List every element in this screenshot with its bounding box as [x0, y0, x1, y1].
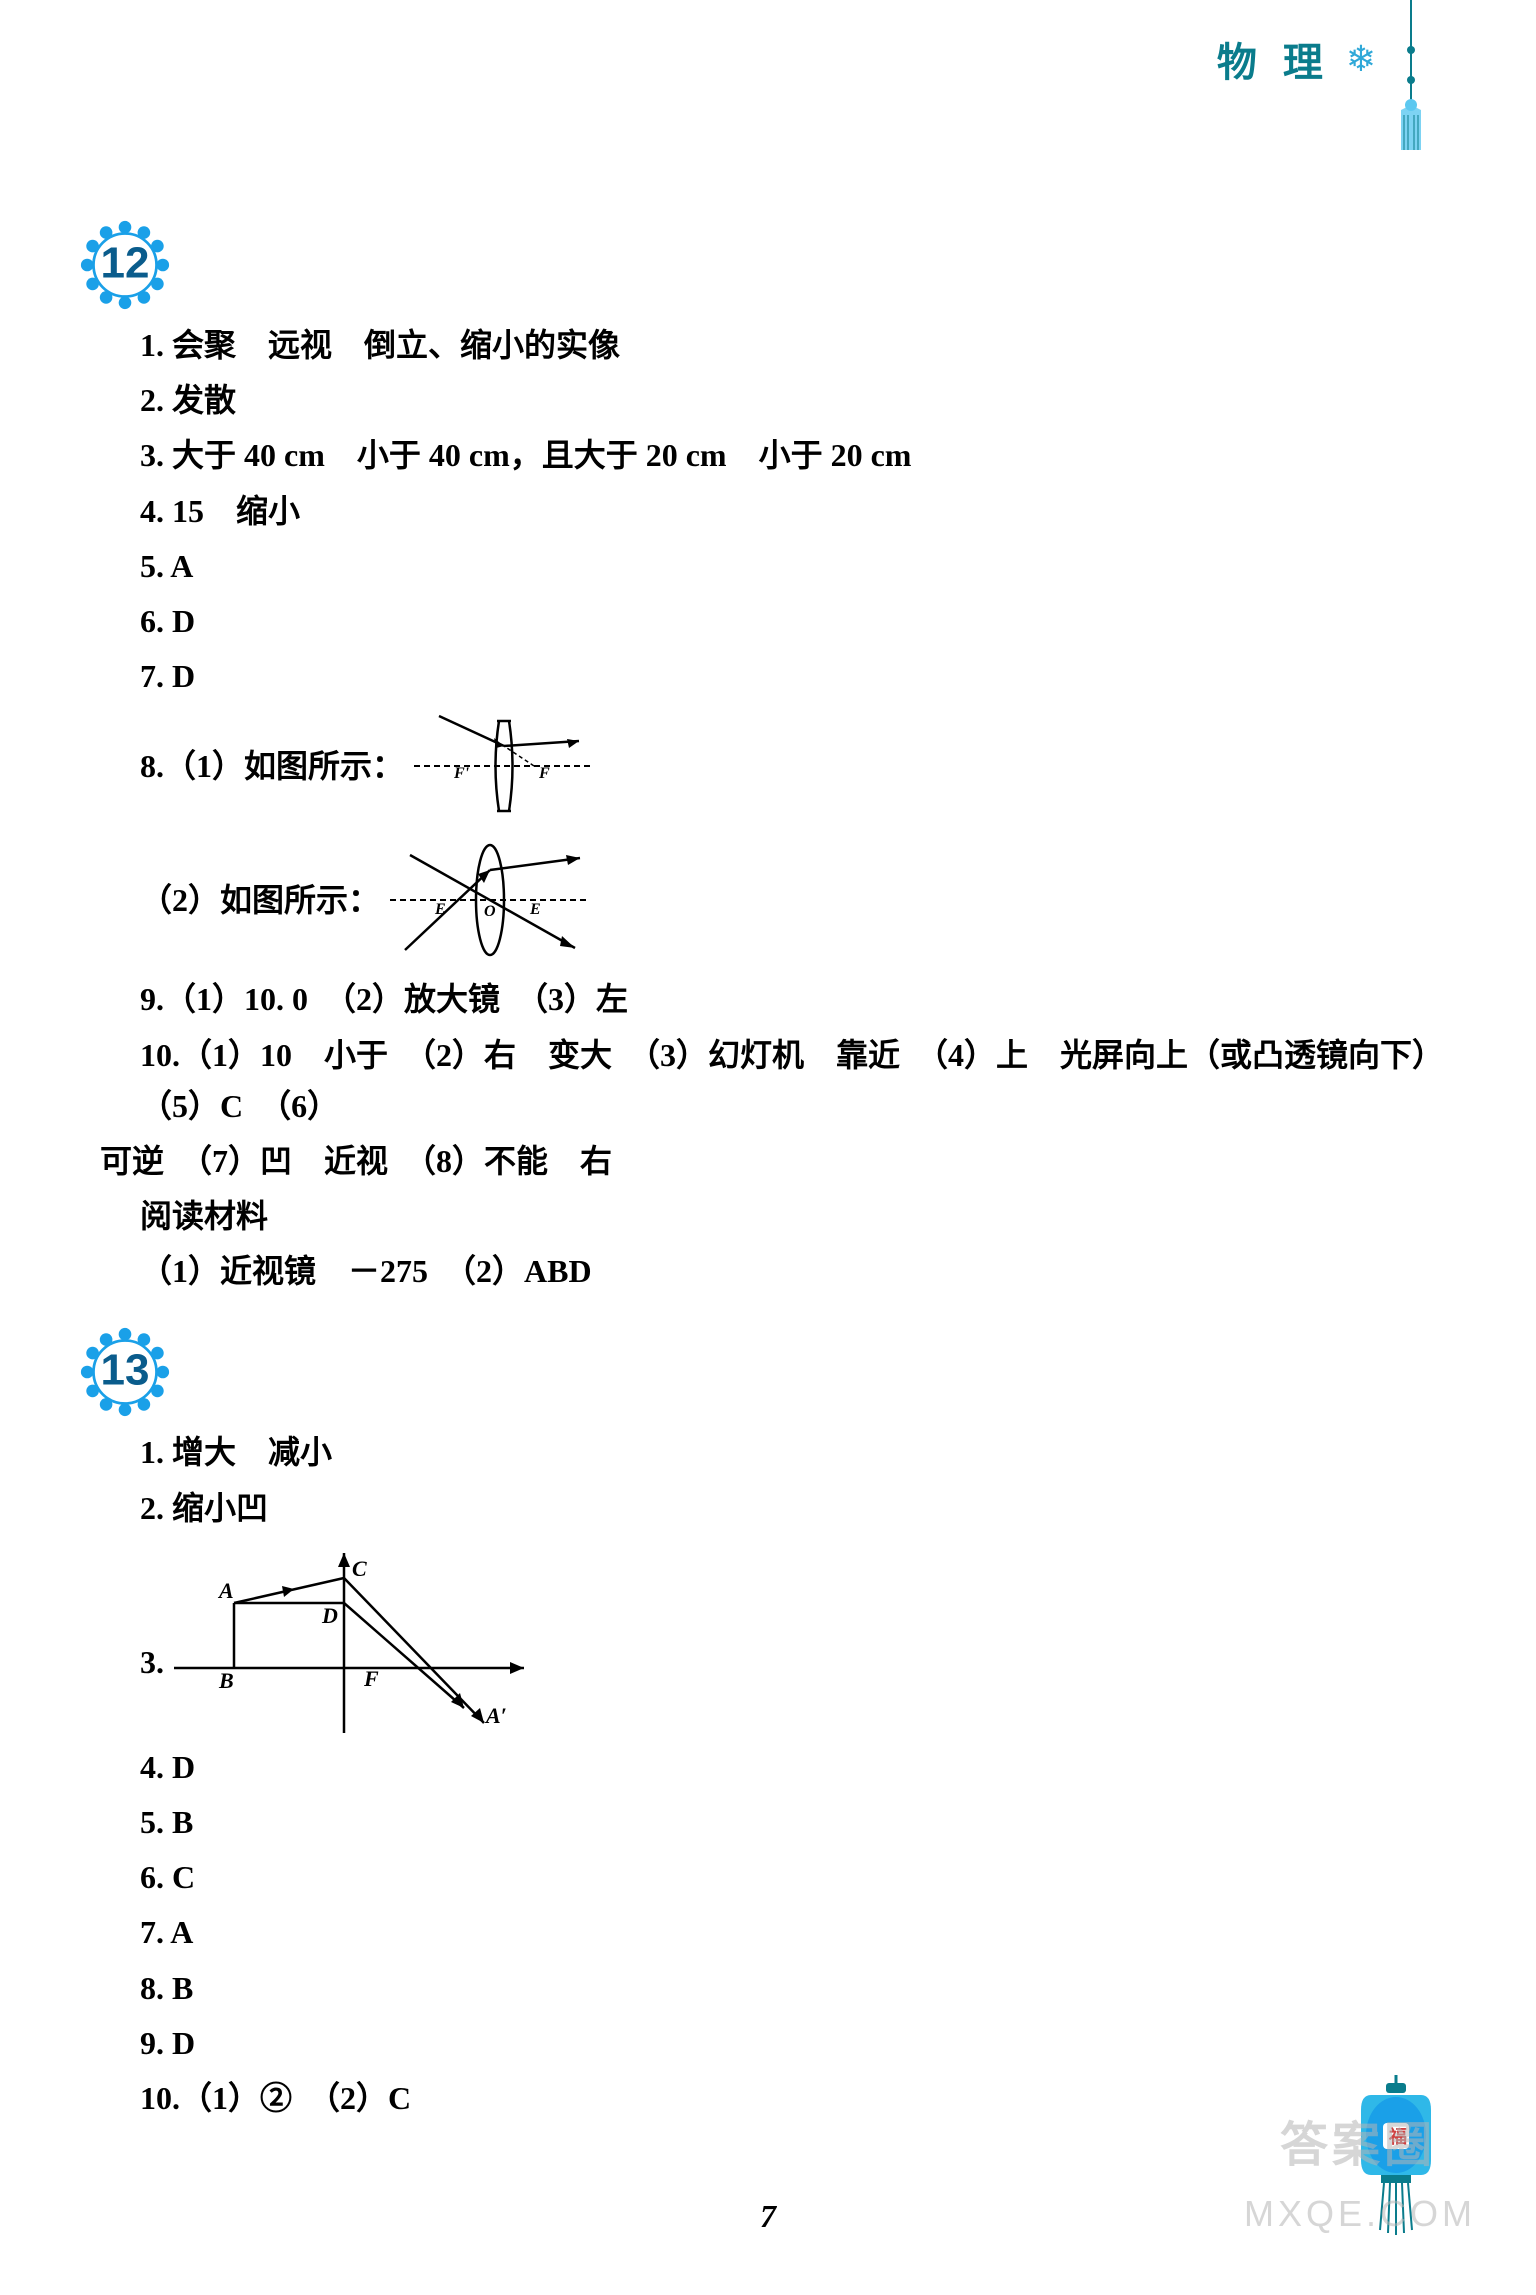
answer-text: 4. 15 缩小: [140, 486, 300, 537]
answer-text: 2. 缩小凹: [140, 1483, 268, 1534]
answer-row: 7. D: [100, 651, 1436, 702]
svg-text:F: F: [363, 1666, 379, 1691]
answer-text: 可逆 （7）凹 近视 （8）不能 右: [100, 1136, 612, 1187]
answer-text: 5. A: [140, 541, 193, 592]
answer-row-diagram: （2）如图所示： E O E: [100, 830, 1436, 970]
answer-row: 6. C: [100, 1852, 1436, 1903]
convex-lens-diagram: E O E: [380, 830, 600, 970]
subject-label: 物 理: [1217, 30, 1331, 88]
concave-lens-diagram: F' F: [404, 706, 604, 826]
answer-row: 2. 发散: [100, 375, 1436, 426]
answer-text: 4. D: [140, 1742, 195, 1793]
answer-row: 5. A: [100, 541, 1436, 592]
answer-row: 5. B: [100, 1797, 1436, 1848]
svg-text:F': F': [453, 765, 470, 782]
reading-title-row: 阅读材料: [100, 1191, 1436, 1242]
page-header: 物 理 ❄: [1217, 30, 1376, 88]
answer-row: 1. 会聚 远视 倒立、缩小的实像: [100, 320, 1436, 371]
badge-number: 12: [101, 228, 150, 298]
answer-text: 5. B: [140, 1797, 193, 1848]
answer-text: 10.（1）10 小于 （2）右 变大 （3）幻灯机 靠近 （4）上 光屏向上（…: [140, 1030, 1436, 1132]
answer-text: 8. B: [140, 1963, 193, 2014]
answer-text: （2）如图所示：: [140, 875, 380, 926]
answer-row: 3. 大于 40 cm 小于 40 cm，且大于 20 cm 小于 20 cm: [100, 430, 1436, 481]
ray-diagram: A B C D F A′: [164, 1538, 544, 1738]
answer-text: 1. 会聚 远视 倒立、缩小的实像: [140, 320, 620, 371]
svg-text:D: D: [321, 1603, 338, 1628]
answer-row: 10.（1）10 小于 （2）右 变大 （3）幻灯机 靠近 （4）上 光屏向上（…: [100, 1030, 1436, 1132]
answer-text: 7. A: [140, 1907, 193, 1958]
section-badge-12: 12: [80, 220, 170, 310]
answer-text: （1）近视镜 －275 （2）ABD: [140, 1246, 592, 1297]
answer-row: 4. 15 缩小: [100, 486, 1436, 537]
section-badge-13: 13: [80, 1327, 170, 1417]
svg-text:C: C: [352, 1556, 367, 1581]
answer-text: 2. 发散: [140, 375, 236, 426]
answer-text: 9. D: [140, 2018, 195, 2069]
svg-text:A: A: [217, 1578, 234, 1603]
page-number: 7: [760, 2198, 776, 2235]
answer-row: 8. B: [100, 1963, 1436, 2014]
answer-row: 10.（1）② （2）C: [100, 2073, 1436, 2124]
answer-text: 9.（1）10. 0 （2）放大镜 （3）左: [140, 974, 628, 1025]
answer-text: 6. D: [140, 596, 195, 647]
watermark-url: MXQE.COM: [1244, 2193, 1476, 2235]
answer-row-diagram: 3. A B C D F A′: [100, 1538, 1436, 1738]
answer-text: 3.: [140, 1637, 164, 1688]
answer-row: 可逆 （7）凹 近视 （8）不能 右: [100, 1136, 1436, 1187]
answer-row-diagram: 8.（1）如图所示： F' F: [100, 706, 1436, 826]
svg-text:E: E: [529, 901, 541, 918]
answer-text: 1. 增大 减小: [140, 1427, 332, 1478]
answer-row: 4. D: [100, 1742, 1436, 1793]
answer-row: 9. D: [100, 2018, 1436, 2069]
svg-text:A′: A′: [484, 1703, 507, 1728]
answer-row: 7. A: [100, 1907, 1436, 1958]
tassel-decoration: [1386, 0, 1436, 160]
svg-text:E: E: [434, 901, 446, 918]
svg-text:O: O: [484, 903, 496, 920]
answer-row: 1. 增大 减小: [100, 1427, 1436, 1478]
answer-row: 6. D: [100, 596, 1436, 647]
answer-row: 2. 缩小凹: [100, 1483, 1436, 1534]
snowflake-icon: ❄: [1346, 38, 1376, 80]
answer-text: 6. C: [140, 1852, 195, 1903]
svg-text:B: B: [218, 1668, 234, 1693]
answer-content: 12 1. 会聚 远视 倒立、缩小的实像 2. 发散 3. 大于 40 cm 小…: [100, 220, 1436, 2124]
answer-text: 3. 大于 40 cm 小于 40 cm，且大于 20 cm 小于 20 cm: [140, 430, 911, 481]
badge-number: 13: [101, 1336, 150, 1406]
svg-text:F: F: [538, 765, 550, 782]
answer-text: 8.（1）如图所示：: [140, 741, 404, 792]
answer-row: 9.（1）10. 0 （2）放大镜 （3）左: [100, 974, 1436, 1025]
answer-text: 10.（1）② （2）C: [140, 2073, 411, 2124]
answer-text: 7. D: [140, 651, 195, 702]
reading-title: 阅读材料: [140, 1191, 268, 1242]
watermark-text: 答案圈: [1280, 2105, 1436, 2175]
answer-row: （1）近视镜 －275 （2）ABD: [100, 1246, 1436, 1297]
